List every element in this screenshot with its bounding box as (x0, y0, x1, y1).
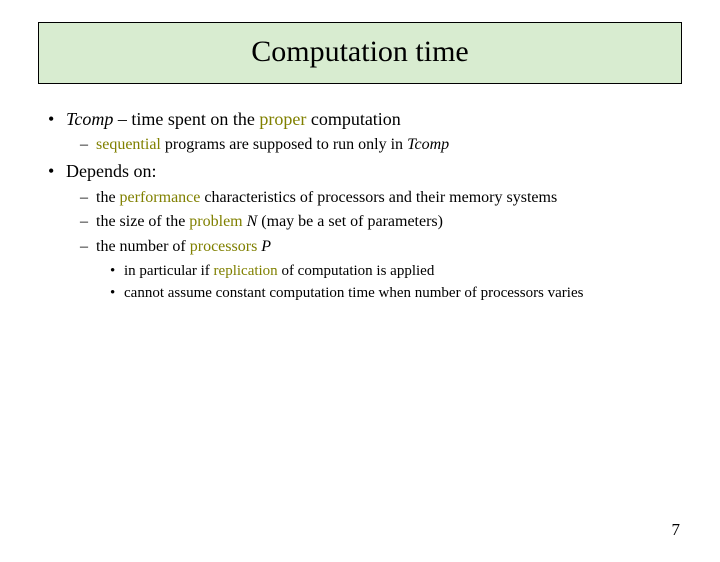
text: characteristics of processors and their … (200, 189, 557, 206)
slide-title: Computation time (251, 35, 469, 68)
bullet-performance: the performance characteristics of proce… (38, 188, 682, 209)
hl-sequential: sequential (96, 136, 161, 153)
text: (may be a set of parameters) (257, 213, 443, 230)
text: the (96, 189, 120, 206)
text: programs are supposed to run only in (161, 136, 407, 153)
text: computation (306, 109, 400, 129)
text: – time spent on the (113, 109, 259, 129)
hl-processors: processors (190, 238, 258, 255)
bullet-processors: the number of processors P (38, 237, 682, 258)
hl-performance: performance (120, 189, 201, 206)
tcomp-term: Tcomp (66, 109, 113, 129)
bullet-depends: Depends on: (38, 160, 682, 183)
bullet-tcomp: Tcomp – time spent on the proper computa… (38, 108, 682, 131)
bullet-replication: in particular if replication of computat… (38, 262, 682, 282)
hl-proper: proper (259, 109, 306, 129)
slide-content: Tcomp – time spent on the proper computa… (38, 108, 682, 304)
bullet-constant-time: cannot assume constant computation time … (38, 284, 682, 304)
text: in particular if (124, 263, 214, 279)
text: Depends on: (66, 161, 156, 181)
text: the size of the (96, 213, 189, 230)
var-N: N (247, 213, 258, 230)
bullet-sequential: sequential programs are supposed to run … (38, 135, 682, 156)
tcomp-term: Tcomp (407, 136, 449, 153)
text: the number of (96, 238, 190, 255)
var-P: P (261, 238, 271, 255)
hl-problem: problem (189, 213, 242, 230)
bullet-problem-size: the size of the problem N (may be a set … (38, 212, 682, 233)
text: cannot assume constant computation time … (124, 285, 583, 301)
page-number: 7 (672, 520, 681, 540)
hl-replication: replication (214, 263, 278, 279)
title-box: Computation time (38, 22, 682, 84)
text: of computation is applied (278, 263, 435, 279)
